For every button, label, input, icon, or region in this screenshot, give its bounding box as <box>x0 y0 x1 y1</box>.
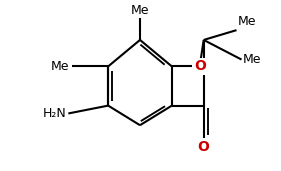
Text: Me: Me <box>238 15 257 28</box>
Text: H₂N: H₂N <box>43 107 67 120</box>
Text: Me: Me <box>243 53 261 66</box>
Text: O: O <box>194 59 206 73</box>
Text: Me: Me <box>51 60 69 73</box>
Text: Me: Me <box>131 4 149 17</box>
Text: O: O <box>198 140 210 154</box>
